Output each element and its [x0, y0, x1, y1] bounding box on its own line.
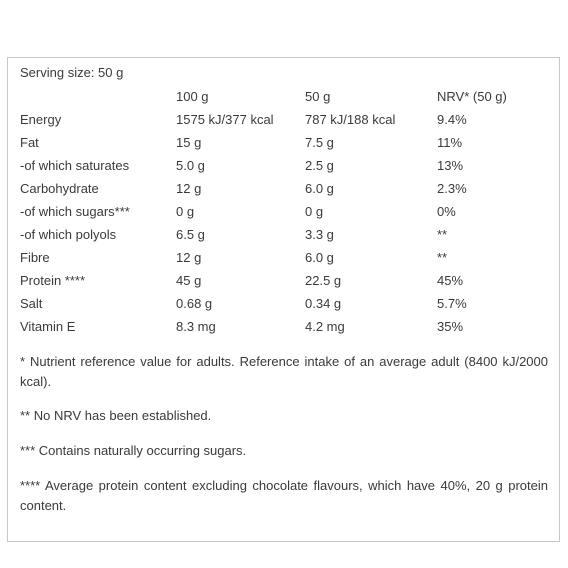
- footnote: *** Contains naturally occurring sugars.: [20, 443, 247, 458]
- cell: 2.5 g: [305, 158, 334, 173]
- cell: 0%: [437, 204, 456, 219]
- footnote: **** Average protein content excluding c…: [20, 478, 548, 513]
- cell: 7.5 g: [305, 135, 334, 150]
- cell: 5.7%: [437, 296, 467, 311]
- cell: 3.3 g: [305, 227, 334, 242]
- cell: 11%: [437, 135, 463, 150]
- column-header: 50 g: [305, 89, 331, 104]
- row-label: Energy: [20, 112, 62, 127]
- cell: 0.68 g: [176, 296, 213, 311]
- cell: 6.0 g: [305, 181, 334, 196]
- cell: 45 g: [176, 273, 202, 288]
- cell: **: [437, 227, 448, 242]
- column-header: NRV* (50 g): [437, 89, 507, 104]
- row-label: Protein ****: [20, 273, 86, 288]
- cell: 2.3%: [437, 181, 467, 196]
- cell: 45%: [437, 273, 464, 288]
- cell: 0 g: [305, 204, 324, 219]
- serving-size: Serving size: 50 g: [20, 65, 124, 80]
- cell: 12 g: [176, 250, 202, 265]
- row-label: Fat: [20, 135, 39, 150]
- nutrition-box: [7, 57, 560, 542]
- cell: 22.5 g: [305, 273, 342, 288]
- cell: 0 g: [176, 204, 195, 219]
- row-label: -of which polyols: [20, 227, 117, 242]
- column-header: 100 g: [176, 89, 209, 104]
- cell: 6.5 g: [176, 227, 205, 242]
- cell: **: [437, 250, 448, 265]
- row-label: -of which saturates: [20, 158, 130, 173]
- cell: 787 kJ/188 kcal: [305, 112, 396, 127]
- row-label: Carbohydrate: [20, 181, 99, 196]
- cell: 35%: [437, 319, 464, 334]
- cell: 15 g: [176, 135, 202, 150]
- row-label: Vitamin E: [20, 319, 76, 334]
- footnote: ** No NRV has been established.: [20, 408, 212, 423]
- cell: 8.3 mg: [176, 319, 216, 334]
- row-label: Fibre: [20, 250, 50, 265]
- cell: 5.0 g: [176, 158, 205, 173]
- cell: 4.2 mg: [305, 319, 345, 334]
- cell: 13%: [437, 158, 464, 173]
- cell: 1575 kJ/377 kcal: [176, 112, 274, 127]
- row-label: -of which sugars***: [20, 204, 130, 219]
- footnote: * Nutrient reference value for adults. R…: [20, 354, 548, 389]
- cell: 0.34 g: [305, 296, 342, 311]
- row-label: Salt: [20, 296, 43, 311]
- cell: 9.4%: [437, 112, 467, 127]
- cell: 12 g: [176, 181, 202, 196]
- cell: 6.0 g: [305, 250, 334, 265]
